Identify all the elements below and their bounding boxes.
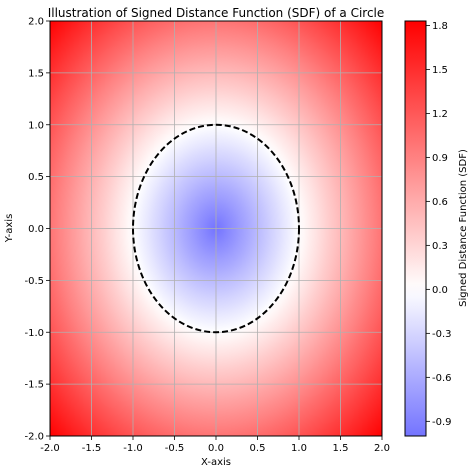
y-tick-label: -1.0 — [24, 328, 44, 339]
colorbar-frame — [404, 20, 427, 437]
x-tick-label: 2.0 — [374, 443, 390, 454]
y-axis-label: Y-axis — [4, 214, 15, 244]
colorbar-ticks: -0.9 -0.6 -0.3 0.0 0.3 0.6 0.9 1.2 1.5 1.8 — [426, 21, 452, 428]
colorbar-tick-label: 0.6 — [432, 197, 448, 208]
y-tick-label: -1.5 — [24, 380, 44, 391]
x-tick-label: -1.5 — [82, 443, 102, 454]
colorbar-tick-label: -0.3 — [432, 329, 452, 340]
x-tick-label: 1.0 — [291, 443, 307, 454]
colorbar-tick-label: 0.3 — [432, 241, 448, 252]
y-tick-label: -2.0 — [24, 432, 44, 443]
colorbar-tick-label: 0.0 — [432, 285, 448, 296]
colorbar-tick-label: 1.8 — [432, 21, 448, 32]
colorbar-tick-label: -0.9 — [432, 417, 452, 428]
colorbar-gradient — [405, 21, 426, 436]
grid-lines — [50, 21, 382, 436]
x-tick-label: -2.0 — [40, 443, 60, 454]
y-tick-label: 1.5 — [28, 68, 44, 79]
colorbar-tick-label: -0.6 — [432, 373, 452, 384]
y-axis-ticks: -2.0 -1.5 -1.0 -0.5 0.0 0.5 1.0 1.5 2.0 — [24, 17, 50, 443]
zero-level-circle — [132, 123, 300, 334]
colorbar-label: Signed Distance Function (SDF) — [458, 149, 469, 307]
y-tick-label: 0.5 — [28, 172, 44, 183]
x-tick-label: -0.5 — [165, 443, 185, 454]
chart-title: Illustration of Signed Distance Function… — [48, 6, 385, 20]
colorbar: -0.9 -0.6 -0.3 0.0 0.3 0.6 0.9 1.2 1.5 1.8 Signed… — [404, 20, 469, 437]
colorbar-tick-label: 0.9 — [432, 153, 448, 164]
x-tick-label: 1.5 — [333, 443, 349, 454]
plot-area — [49, 20, 383, 437]
y-tick-label: 2.0 — [28, 17, 44, 28]
x-tick-label: 0.5 — [250, 443, 266, 454]
x-tick-label: -1.0 — [123, 443, 143, 454]
y-tick-label: -0.5 — [24, 276, 44, 287]
y-tick-label: 0.0 — [28, 224, 44, 235]
x-axis-ticks: -2.0 -1.5 -1.0 -0.5 0.0 0.5 1.0 1.5 2.0 — [40, 436, 390, 454]
y-tick-label: 1.0 — [28, 120, 44, 131]
x-tick-label: 0.0 — [208, 443, 224, 454]
colorbar-tick-label: 1.5 — [432, 65, 448, 76]
x-axis-label: X-axis — [201, 457, 231, 468]
colorbar-tick-label: 1.2 — [432, 109, 448, 120]
